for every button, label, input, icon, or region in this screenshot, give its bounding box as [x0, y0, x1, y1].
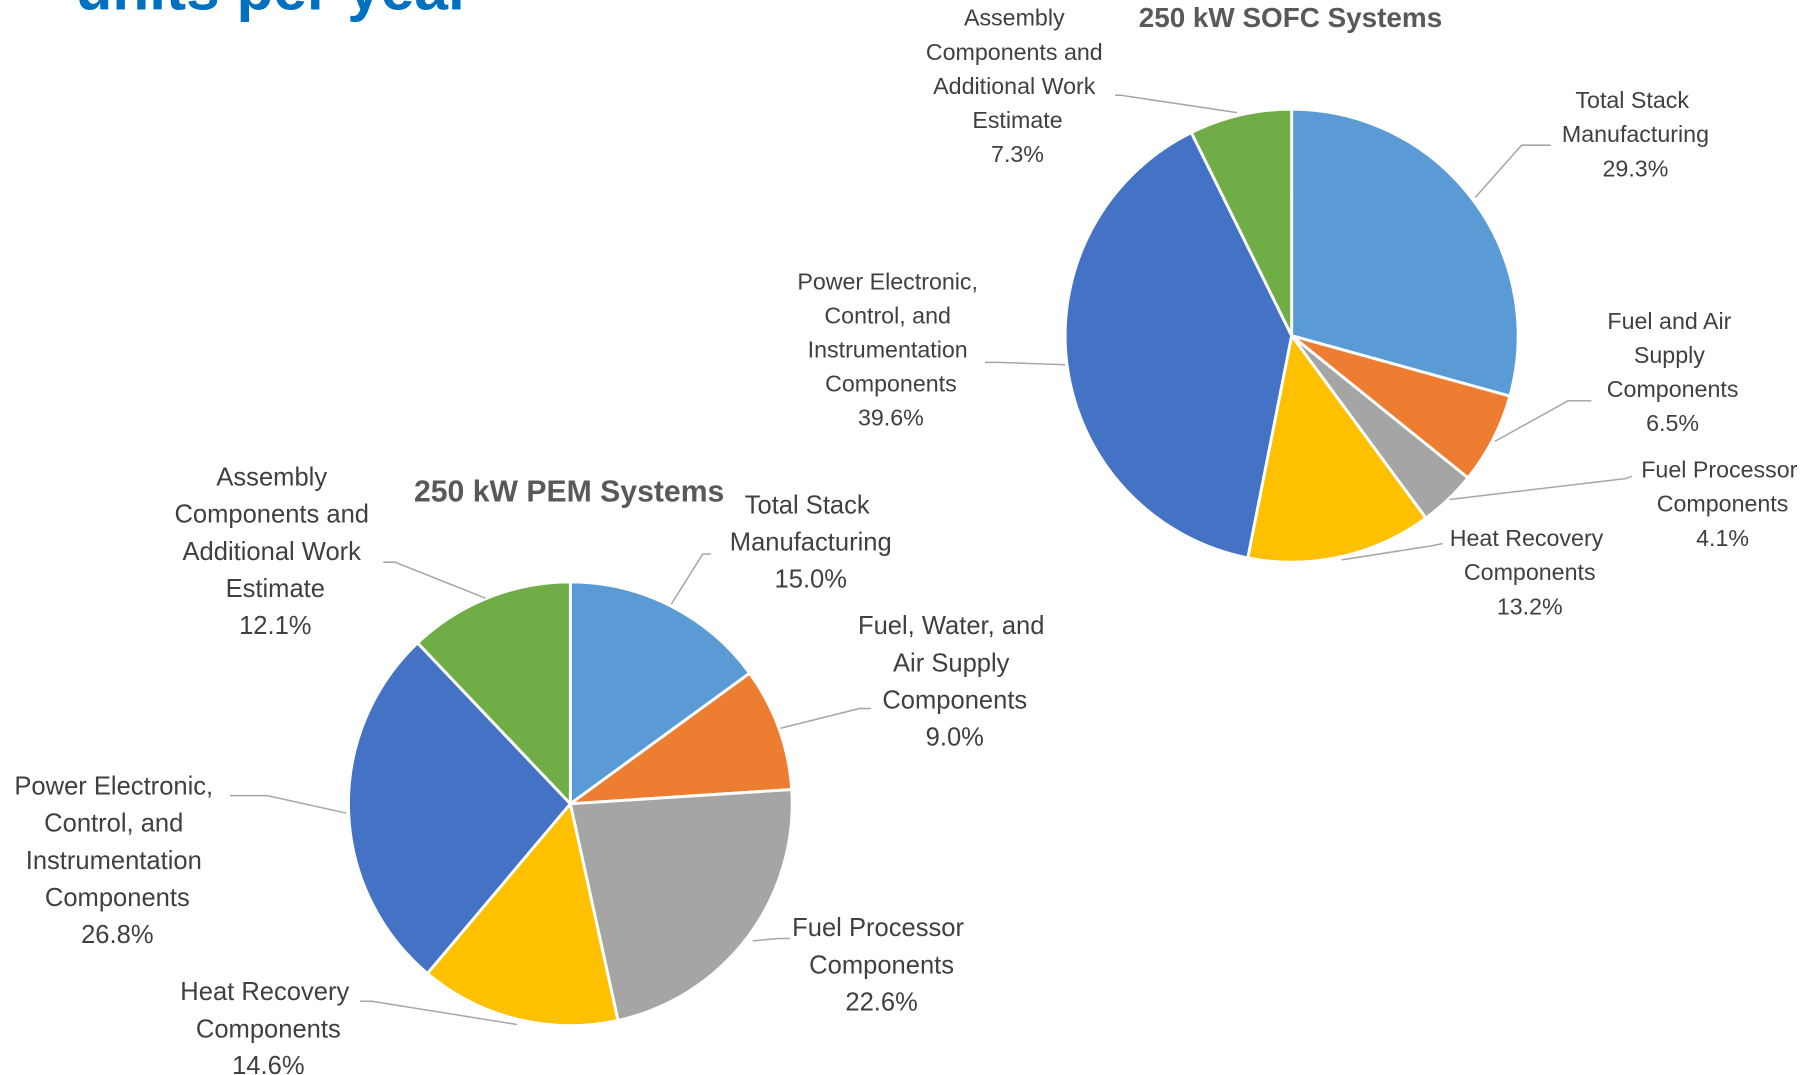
slice-value-label: 14.6%: [232, 1052, 304, 1075]
slice-label: Total Stack Manufacturing: [1562, 87, 1709, 147]
slice-value-label: 22.6%: [845, 988, 917, 1016]
leader-line: [670, 553, 711, 605]
slice-value-label: 12.1%: [239, 612, 311, 640]
pie-slice: [1189, 107, 1294, 337]
chart-title: 250 kW SOFC Systems: [1139, 2, 1442, 33]
pie-slice: [568, 787, 794, 1023]
pie-slice: [565, 671, 794, 806]
slice-label: Fuel Processor Components: [1641, 457, 1804, 517]
leader-line: [984, 361, 1066, 366]
slice-value-label: 6.5%: [1646, 410, 1699, 436]
pie-slice: [415, 580, 572, 808]
slice-value-label: 9.0%: [926, 723, 984, 751]
leader-line: [1115, 94, 1238, 114]
slice-value-label: 13.2%: [1497, 593, 1563, 619]
slice-label: Fuel and Air Supply Components: [1607, 308, 1739, 402]
slice-label: Fuel Processor Components: [792, 914, 971, 979]
leader-line: [1494, 399, 1592, 443]
slice-label: Assembly Components and Additional Work …: [174, 463, 376, 603]
slice-value-label: 7.3%: [991, 141, 1044, 167]
slice-label: Power Electronic, Control, and Instrumen…: [797, 269, 984, 397]
leader-line: [1474, 144, 1551, 198]
leader-line: [1341, 542, 1443, 561]
pie-slice: [1246, 332, 1428, 564]
leader-line: [1449, 475, 1633, 501]
slice-label: Fuel, Water, and Air Supply Components: [858, 612, 1052, 714]
slide-title: units per year: [76, 0, 472, 22]
chart-title: 250 kW PEM Systems: [414, 476, 724, 509]
pie-slice: [1063, 130, 1294, 560]
slice-label: Total Stack Manufacturing: [730, 491, 892, 556]
pie-slice: [1290, 107, 1520, 398]
slice-value-label: 4.1%: [1696, 525, 1749, 551]
leader-line: [383, 561, 486, 599]
slice-label: Heat Recovery Components: [1450, 525, 1610, 585]
slice-value-label: 29.3%: [1603, 155, 1669, 181]
slice-label: Assembly Components and Additional Work …: [926, 5, 1109, 133]
pie-slice: [568, 580, 752, 807]
leader-line: [780, 707, 872, 730]
slice-value-label: 15.0%: [775, 566, 847, 594]
slice-label: Heat Recovery Components: [180, 978, 356, 1043]
slice-label: Power Electronic, Control, and Instrumen…: [14, 772, 220, 912]
slice-value-label: 39.6%: [858, 405, 924, 431]
pie-slice: [425, 800, 620, 1028]
slice-value-label: 26.8%: [81, 921, 153, 949]
leader-line: [229, 794, 347, 814]
leader-line: [360, 1000, 518, 1026]
leader-line: [752, 937, 790, 942]
pie-slice: [347, 640, 573, 976]
